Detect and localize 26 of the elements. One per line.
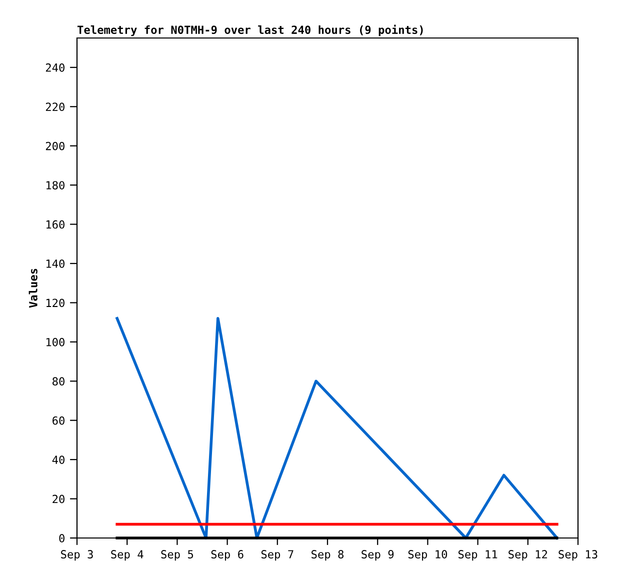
x-tick-label: Sep 11	[458, 550, 498, 561]
x-tick-label: Sep 3	[61, 550, 93, 561]
y-tick-label: 180	[46, 181, 64, 190]
y-tick-label: 40	[52, 456, 64, 464]
y-tick-label: 140	[46, 259, 64, 268]
x-tick-label: Sep 8	[312, 550, 344, 561]
y-tick-label: 120	[46, 298, 64, 308]
y-tick-label: 100	[46, 338, 64, 346]
y-tick-label: 80	[52, 377, 64, 386]
x-tick-label: Sep 13	[558, 550, 598, 561]
y-tick-label: 60	[52, 416, 64, 425]
y-tick-label: 160	[46, 220, 64, 229]
y-tick-label: 0	[59, 534, 64, 542]
chart-title: Telemetry for N0TMH-9 over last 240 hours (9 points)	[77, 24, 423, 36]
y-tick-label: 20	[52, 494, 64, 504]
y-tick-label: 240	[46, 63, 64, 72]
x-tick-label: Sep 12	[508, 550, 548, 561]
y-tick-label: 200	[46, 142, 64, 150]
x-tick-label: Sep 9	[362, 550, 394, 561]
y-tick-label: 220	[46, 102, 64, 112]
x-tick-label: Sep 6	[211, 550, 244, 561]
y-axis-title: Values	[28, 268, 38, 308]
x-tick-label: Sep 4	[111, 550, 144, 561]
x-tick-label: Sep 7	[261, 550, 294, 561]
x-tick-label: Sep 10	[408, 550, 448, 561]
x-tick-label: Sep 5	[161, 550, 194, 561]
